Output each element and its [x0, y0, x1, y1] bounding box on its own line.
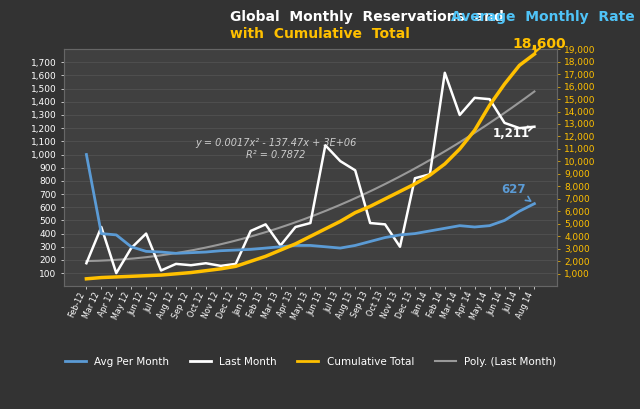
Text: with  Cumulative  Total: with Cumulative Total [230, 27, 410, 40]
Text: 18,600: 18,600 [512, 37, 566, 54]
Text: y = 0.0017x² - 137.47x + 3E+06
R² = 0.7872: y = 0.0017x² - 137.47x + 3E+06 R² = 0.78… [195, 138, 356, 160]
Text: Global  Monthly  Reservations  and: Global Monthly Reservations and [230, 10, 514, 24]
Text: 627: 627 [502, 183, 531, 201]
Text: Average  Monthly  Rate: Average Monthly Rate [451, 10, 635, 24]
Legend: Avg Per Month, Last Month, Cumulative Total, Poly. (Last Month): Avg Per Month, Last Month, Cumulative To… [61, 353, 560, 371]
Text: 1,211: 1,211 [493, 126, 533, 140]
